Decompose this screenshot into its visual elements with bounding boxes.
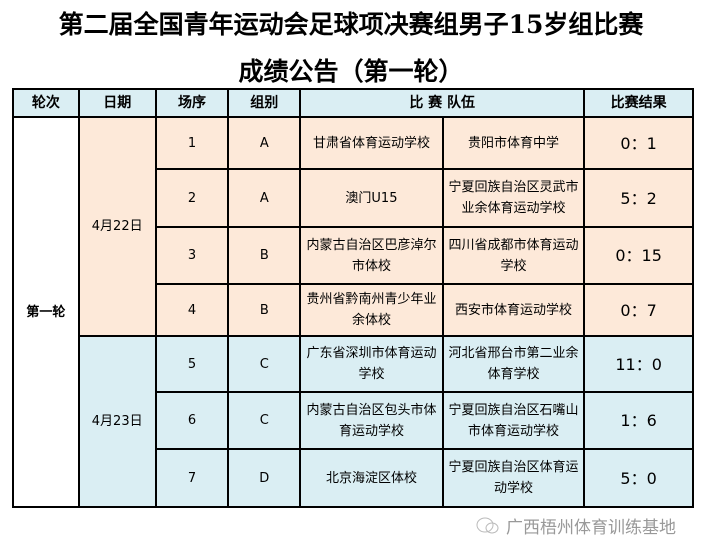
- round-cell: 第一轮: [12, 116, 80, 508]
- match-no: 2: [154, 168, 230, 228]
- header-teams: 比 赛 队伍: [299, 88, 586, 118]
- team2-cell: 贵阳市体育中学: [441, 116, 586, 170]
- table-header: 轮次 日期 场序 组别 比 赛 队伍 比赛结果: [12, 88, 694, 118]
- team1-cell: 内蒙古自治区包头市体育运动学校: [299, 391, 444, 450]
- group-cell: C: [227, 335, 302, 393]
- team1-cell: 贵州省黔南州青少年业余体校: [299, 283, 444, 337]
- score-cell: 5：2: [583, 168, 694, 228]
- date-cell: 4月23日: [77, 335, 157, 508]
- score-cell: 0：15: [583, 226, 694, 285]
- score-cell: 0：1: [583, 116, 694, 170]
- team1-cell: 广东省深圳市体育运动学校: [299, 335, 444, 393]
- team2-cell: 宁夏回族自治区石嘴山市体育运动学校: [441, 391, 586, 450]
- team2-cell: 四川省成都市体育运动学校: [441, 226, 586, 285]
- table-row: 第一轮 4月22日 1 A 甘肃省体育运动学校 贵阳市体育中学 0：1: [12, 116, 694, 508]
- team2-cell: 宁夏回族自治区体育运动学校: [441, 448, 586, 508]
- table-row: 6 C 内蒙古自治区包头市体育运动学校 宁夏回族自治区石嘴山市体育运动学校 1：…: [13, 391, 694, 450]
- match-no: 5: [154, 335, 230, 393]
- table-row: 4 B 贵州省黔南州青少年业余体校 西安市体育运动学校 0：7: [13, 283, 694, 337]
- group-cell: A: [227, 168, 302, 228]
- table-row: 2 A 澳门U15 宁夏回族自治区灵武市业余体育运动学校 5：2: [13, 168, 694, 228]
- header-round: 轮次: [12, 88, 80, 118]
- score-cell: 1：6: [583, 391, 694, 450]
- group-cell: A: [227, 116, 302, 170]
- group-cell: C: [227, 391, 302, 450]
- group-cell: B: [227, 283, 302, 337]
- match-no: 6: [154, 391, 230, 450]
- score-cell: 0：7: [583, 283, 694, 337]
- team2-cell: 西安市体育运动学校: [441, 283, 586, 337]
- team2-cell: 河北省邢台市第二业余体育学校: [441, 335, 586, 393]
- wechat-icon: [476, 517, 499, 533]
- match-no: 7: [154, 448, 230, 508]
- match-no: 4: [154, 283, 230, 337]
- group-cell: D: [227, 448, 302, 508]
- watermark: 广西梧州体育训练基地: [476, 513, 676, 538]
- table-row: 4月23日 5 C 广东省深圳市体育运动学校 河北省邢台市第二业余体育学校 11：…: [13, 335, 694, 508]
- team1-cell: 北京海淀区体校: [299, 448, 444, 508]
- watermark-text: 广西梧州体育训练基地: [506, 518, 676, 538]
- page-subtitle: 成绩公告（第一轮）: [238, 57, 464, 86]
- date-cell: 4月22日: [77, 116, 157, 337]
- table-row: 7 D 北京海淀区体校 宁夏回族自治区体育运动学校 5：0: [13, 448, 694, 508]
- page-title: 第二届全国青年运动会足球项决赛组男子15岁组比赛: [58, 10, 644, 39]
- team1-cell: 澳门U15: [299, 168, 444, 228]
- group-cell: B: [227, 226, 302, 285]
- score-cell: 5：0: [583, 448, 694, 508]
- table-row: 3 B 内蒙古自治区巴彦淖尔市体校 四川省成都市体育运动学校 0：15: [13, 226, 694, 285]
- header-group: 组别: [227, 88, 302, 118]
- match-no: 1: [154, 116, 230, 170]
- header-result: 比赛结果: [583, 88, 694, 118]
- team2-cell: 宁夏回族自治区灵武市业余体育运动学校: [441, 168, 586, 228]
- team1-cell: 甘肃省体育运动学校: [299, 116, 444, 170]
- match-no: 3: [154, 226, 230, 285]
- header-match: 场序: [154, 88, 230, 118]
- score-cell: 11：0: [583, 335, 694, 393]
- results-table: 轮次 日期 场序 组别 比 赛 队伍 比赛结果 第一轮 4月22日 1 A 甘肃省体…: [12, 88, 694, 508]
- header-date: 日期: [77, 88, 157, 118]
- team1-cell: 内蒙古自治区巴彦淖尔市体校: [299, 226, 444, 285]
